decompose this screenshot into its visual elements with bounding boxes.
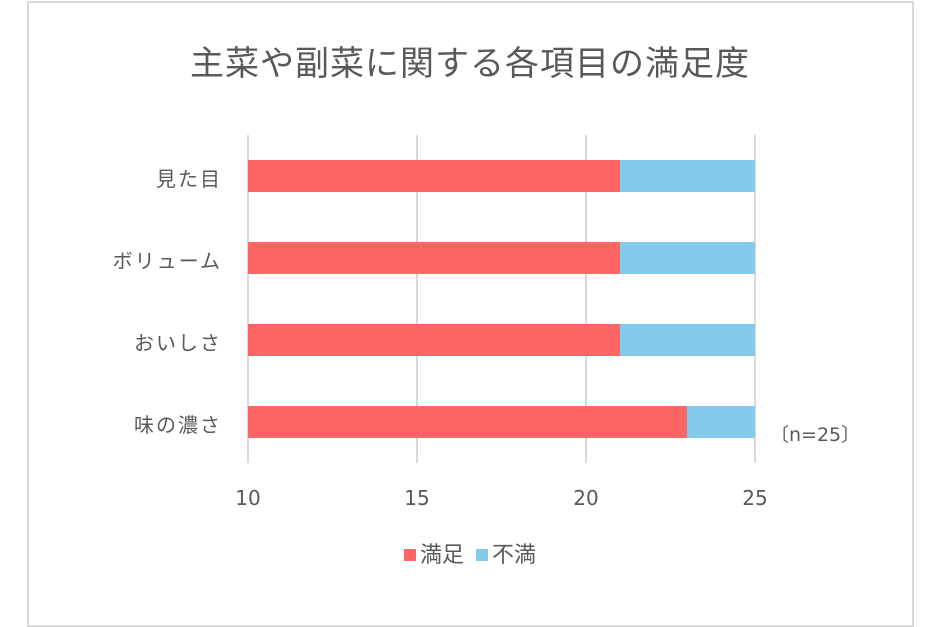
bar-segment: [687, 406, 755, 438]
sample-size-note: 〔n=25〕: [770, 424, 861, 446]
gridline-20: [585, 135, 587, 463]
legend-item-satisfied: 満足: [403, 537, 464, 569]
bar-segment: [619, 324, 755, 356]
chart-title: 主菜や副菜に関する各項目の満足度: [190, 44, 750, 84]
category-label: 見た目: [156, 167, 222, 191]
tick-label: 20: [573, 486, 599, 510]
chart-frame: [27, 1, 914, 627]
category-label: ボリューム: [112, 249, 222, 273]
legend-swatch: [476, 549, 488, 561]
gridline-15: [416, 135, 418, 463]
category-label: 味の濃さ: [134, 413, 222, 437]
tick-label: 15: [404, 486, 430, 510]
bar-segment: [248, 160, 620, 192]
bar-segment: [248, 242, 620, 274]
legend-label: 満足: [419, 543, 464, 568]
tick-label: 25: [742, 486, 768, 510]
bar-segment: [619, 160, 755, 192]
tick-label: 10: [235, 486, 261, 510]
legend-label: 不満: [492, 543, 537, 568]
bar-segment: [248, 406, 688, 438]
bar-segment: [248, 324, 620, 356]
bar-segment: [619, 242, 755, 274]
legend-item-dissatisfied: 不満: [476, 537, 536, 569]
gridline-25: [754, 135, 756, 463]
category-label: おいしさ: [134, 331, 222, 355]
gridline-10: [247, 135, 249, 463]
legend-swatch: [403, 549, 416, 561]
legend: 満足 不満: [0, 537, 940, 569]
